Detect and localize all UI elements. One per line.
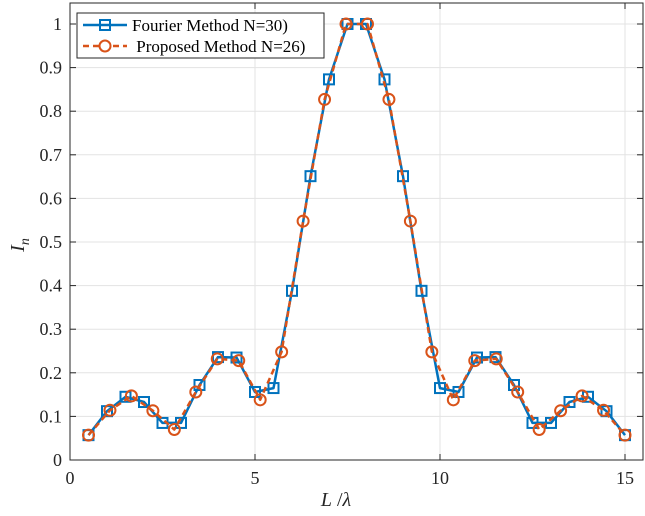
circle-marker-icon <box>167 422 181 436</box>
y-tick-label: 0.1 <box>40 406 63 426</box>
circle-marker-icon <box>532 422 546 436</box>
square-marker-icon <box>175 416 187 429</box>
circle-marker-icon <box>511 385 525 399</box>
plot-series <box>82 17 632 442</box>
square-marker-icon <box>434 382 446 395</box>
y-axis-label: In <box>7 238 33 253</box>
circle-marker-icon <box>318 92 332 106</box>
square-marker-icon <box>267 382 280 395</box>
circle-marker-icon <box>425 345 439 359</box>
circle-marker-icon <box>403 214 417 228</box>
circle-marker-icon <box>210 352 224 366</box>
square-marker-icon <box>193 379 206 392</box>
axis-ticks <box>69 3 643 461</box>
grid-lines <box>69 3 643 461</box>
legend: Fourier Method N=30) Proposed Method N=2… <box>76 12 325 59</box>
circle-marker-icon <box>98 39 112 53</box>
legend-item-proposed: Proposed Method N=26) <box>83 37 305 56</box>
y-tick-label: 0.9 <box>40 58 63 78</box>
y-tick-label: 0.3 <box>40 319 63 339</box>
circle-marker-icon <box>232 354 246 368</box>
y-tick-label: 0.7 <box>40 145 63 165</box>
circle-marker-icon <box>446 393 460 407</box>
square-marker-icon <box>119 390 132 403</box>
circle-marker-icon <box>124 389 138 403</box>
series-line <box>87 22 626 436</box>
circle-marker-icon <box>554 404 568 418</box>
square-marker-icon <box>323 73 335 86</box>
square-marker-icon <box>471 351 483 364</box>
x-tick-label: 10 <box>431 468 449 488</box>
y-tick-label: 1 <box>53 14 62 34</box>
y-tick-label: 0.8 <box>40 101 63 121</box>
circle-marker-icon <box>575 389 589 403</box>
square-marker-icon <box>138 396 150 409</box>
circle-marker-icon <box>489 352 503 366</box>
circle-marker-icon <box>618 428 632 442</box>
y-tick-label: 0 <box>53 450 62 470</box>
y-tick-labels: 0 0.1 0.2 0.3 0.4 0.5 0.6 0.7 0.8 0.9 1 <box>40 14 63 470</box>
circle-marker-icon <box>146 404 160 418</box>
square-marker-icon <box>508 379 520 392</box>
y-tick-label: 0.6 <box>40 188 63 208</box>
y-tick-label: 0.5 <box>40 232 63 252</box>
circle-marker-icon <box>360 17 374 31</box>
legend-box <box>76 12 325 59</box>
series-fourier <box>82 18 631 442</box>
circle-marker-icon <box>382 92 396 106</box>
series-proposed <box>82 17 632 442</box>
axes-box <box>69 2 644 461</box>
circle-marker-icon <box>597 403 611 417</box>
square-marker-icon <box>230 351 243 364</box>
circle-marker-icon <box>468 354 482 368</box>
square-marker-icon <box>304 170 317 183</box>
y-tick-label: 0.4 <box>40 276 63 296</box>
x-axis-label: L /λ <box>320 489 352 511</box>
circle-marker-icon <box>296 214 310 228</box>
circle-marker-icon <box>275 345 289 359</box>
legend-label: Fourier Method N=30) <box>132 16 288 35</box>
legend-item-fourier: Fourier Method N=30) <box>83 16 288 35</box>
x-tick-label: 15 <box>616 468 634 488</box>
circle-marker-icon <box>339 17 353 31</box>
legend-label: Proposed Method N=26) <box>132 37 305 56</box>
x-tick-labels: 0 5 10 15 <box>66 468 635 488</box>
square-marker-icon <box>99 19 111 31</box>
circle-marker-icon <box>189 385 203 399</box>
y-tick-label: 0.2 <box>40 363 63 383</box>
series-line <box>87 22 626 436</box>
x-tick-label: 0 <box>66 468 75 488</box>
x-tick-label: 5 <box>251 468 260 488</box>
square-marker-icon <box>415 284 428 297</box>
circle-marker-icon <box>103 403 117 417</box>
circle-marker-icon <box>82 428 95 442</box>
circle-marker-icon <box>253 393 267 407</box>
